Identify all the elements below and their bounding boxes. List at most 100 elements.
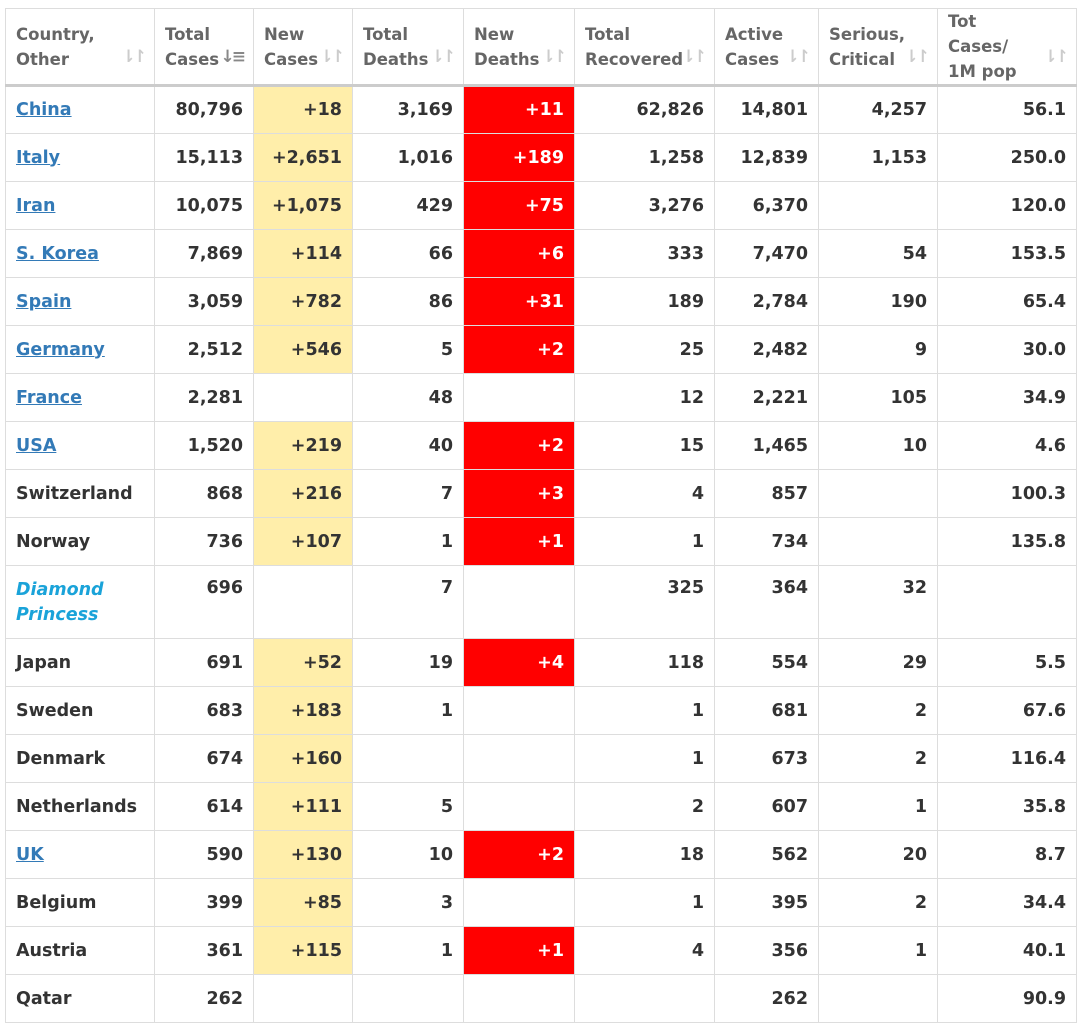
header-label-line1: New [264,24,305,44]
total-cases-cell: 1,520 [154,421,254,470]
new-cases-cell: +160 [253,734,353,783]
table-row: Norway 736 +107 1 +1 1 734 135.8 [5,517,1077,566]
active-cases-cell: 6,370 [714,181,819,230]
country-link[interactable]: France [16,387,82,408]
column-header-total-recovered[interactable]: Total Recovered ⇂↾ [574,8,715,87]
header-label-line1: Tot Cases/ [948,12,1009,56]
country-cell: Iran [5,181,155,230]
active-cases-cell: 2,784 [714,277,819,326]
active-cases-cell: 607 [714,782,819,831]
sort-icon[interactable]: ⇂↾ [319,47,345,67]
cases-per-million-cell: 250.0 [937,133,1077,182]
new-deaths-cell [463,686,575,735]
cases-per-million-cell: 34.9 [937,373,1077,422]
country-link[interactable]: Iran [16,195,56,216]
column-header-active-cases[interactable]: Active Cases ⇂↾ [714,8,819,87]
country-cell: Belgium [5,878,155,927]
sort-icon[interactable]: ⇂↾ [430,47,456,67]
country-link[interactable]: Germany [16,339,105,360]
header-label-line1: Total [585,24,631,44]
total-deaths-cell [352,734,464,783]
sort-icon[interactable]: ⇂↾ [121,47,147,67]
total-recovered-cell: 25 [574,325,715,374]
country-link[interactable]: Italy [16,147,61,168]
country-name: Japan [16,652,72,673]
country-link[interactable]: UK [16,844,44,865]
column-header-country[interactable]: Country, Other ⇂↾ [5,8,155,87]
sort-icon[interactable]: ⇂↾ [785,47,811,67]
new-deaths-cell [463,565,575,639]
total-deaths-cell: 40 [352,421,464,470]
country-link[interactable]: Spain [16,291,72,312]
total-deaths-cell [352,974,464,1023]
new-deaths-cell: +4 [463,638,575,687]
new-cases-cell: +2,651 [253,133,353,182]
country-cell: UK [5,830,155,879]
total-cases-cell: 15,113 [154,133,254,182]
table-row: Germany 2,512 +546 5 +2 25 2,482 9 30.0 [5,325,1077,374]
total-deaths-cell: 1 [352,517,464,566]
new-deaths-cell: +6 [463,229,575,278]
active-cases-cell: 262 [714,974,819,1023]
new-cases-cell: +111 [253,782,353,831]
header-label-line1: Country, [16,24,95,44]
total-deaths-cell: 10 [352,830,464,879]
country-cell: France [5,373,155,422]
cases-per-million-cell: 120.0 [937,181,1077,230]
table-row: Iran 10,075 +1,075 429 +75 3,276 6,370 120.0 [5,181,1077,230]
column-header-cases-per-million[interactable]: Tot Cases/1M pop ⇂↾ [937,8,1077,87]
new-deaths-cell: +31 [463,277,575,326]
total-recovered-cell: 1 [574,734,715,783]
country-name: Norway [16,531,91,552]
total-recovered-cell: 325 [574,565,715,639]
total-cases-cell: 361 [154,926,254,975]
new-deaths-cell: +3 [463,469,575,518]
total-recovered-cell: 12 [574,373,715,422]
column-header-total-deaths[interactable]: Total Deaths ⇂↾ [352,8,464,87]
country-cell: Switzerland [5,469,155,518]
country-link[interactable]: USA [16,435,57,456]
table-row: Switzerland 868 +216 7 +3 4 857 100.3 [5,469,1077,518]
total-cases-cell: 696 [154,565,254,639]
active-cases-cell: 356 [714,926,819,975]
country-name: Netherlands [16,796,138,817]
sort-icon[interactable]: ⇂↾ [1043,47,1069,67]
header-label-line2: Other [16,49,69,69]
total-deaths-cell: 1 [352,686,464,735]
total-recovered-cell: 4 [574,926,715,975]
column-header-new-cases[interactable]: New Cases ⇂↾ [253,8,353,87]
total-cases-cell: 868 [154,469,254,518]
sort-icon[interactable]: ⇂↾ [541,47,567,67]
total-cases-cell: 262 [154,974,254,1023]
new-deaths-cell: +1 [463,517,575,566]
total-recovered-cell: 62,826 [574,85,715,134]
column-header-new-deaths[interactable]: New Deaths ⇂↾ [463,8,575,87]
column-header-serious-critical[interactable]: Serious, Critical ⇂↾ [818,8,938,87]
serious-critical-cell: 32 [818,565,938,639]
new-cases-cell [253,974,353,1023]
table-row: China 80,796 +18 3,169 +11 62,826 14,801 4,257 5… [5,85,1077,134]
header-label-line2: Recovered [585,49,684,69]
new-cases-cell: +183 [253,686,353,735]
cases-per-million-cell: 90.9 [937,974,1077,1023]
sort-icon[interactable]: ⇂↾ [681,47,707,67]
country-link[interactable]: China [16,100,72,120]
sort-icon[interactable]: ⇂↾ [904,47,930,67]
cases-per-million-cell: 5.5 [937,638,1077,687]
active-cases-cell: 14,801 [714,85,819,134]
new-deaths-cell: +1 [463,926,575,975]
total-cases-cell: 674 [154,734,254,783]
total-deaths-cell: 5 [352,325,464,374]
header-label-line2: 1M pop [948,62,1017,81]
serious-critical-cell [818,974,938,1023]
country-name: Austria [16,940,88,961]
active-cases-cell: 562 [714,830,819,879]
new-cases-cell: +114 [253,229,353,278]
country-link[interactable]: S. Korea [16,243,99,264]
total-recovered-cell: 189 [574,277,715,326]
column-header-total-cases[interactable]: Total Cases ↓≡ [154,8,254,87]
total-recovered-cell: 1 [574,878,715,927]
sort-icon[interactable]: ↓≡ [220,47,246,67]
total-cases-cell: 80,796 [154,85,254,134]
total-recovered-cell: 1 [574,686,715,735]
